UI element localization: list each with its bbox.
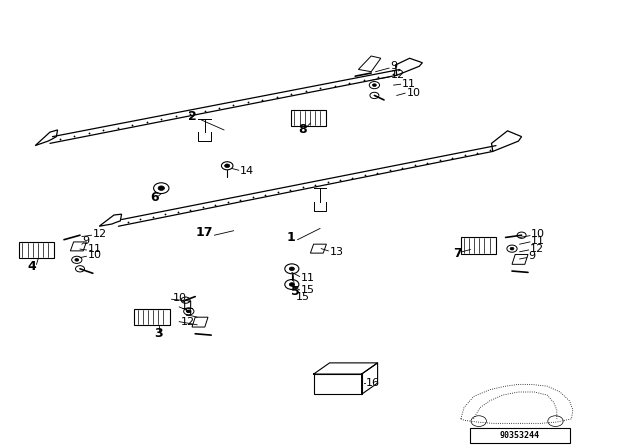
Circle shape xyxy=(289,267,294,271)
Circle shape xyxy=(75,258,79,261)
Text: 11: 11 xyxy=(88,244,102,254)
Text: 10: 10 xyxy=(406,88,420,98)
Circle shape xyxy=(225,164,230,168)
Text: 10: 10 xyxy=(173,293,187,303)
Text: 15: 15 xyxy=(301,285,315,295)
Text: 9: 9 xyxy=(528,251,535,261)
Text: 15: 15 xyxy=(296,292,310,302)
Bar xyxy=(461,237,496,254)
Text: 8: 8 xyxy=(298,123,307,137)
Bar xyxy=(291,110,326,126)
Text: 11: 11 xyxy=(531,236,545,246)
Text: 9: 9 xyxy=(82,236,89,246)
Circle shape xyxy=(372,84,376,86)
Text: 7: 7 xyxy=(453,246,462,260)
Text: 9: 9 xyxy=(390,61,397,71)
Text: 5: 5 xyxy=(291,284,300,298)
Circle shape xyxy=(187,310,191,313)
Text: 12: 12 xyxy=(390,70,404,80)
Bar xyxy=(134,309,170,325)
Text: 13: 13 xyxy=(330,247,344,257)
Circle shape xyxy=(510,247,514,250)
Text: 11: 11 xyxy=(301,273,315,283)
Text: 12: 12 xyxy=(93,229,107,239)
Text: 10: 10 xyxy=(531,229,545,239)
Text: 12: 12 xyxy=(180,317,195,327)
Circle shape xyxy=(158,186,164,190)
Text: 12: 12 xyxy=(530,244,544,254)
Text: 1: 1 xyxy=(287,231,296,244)
Bar xyxy=(19,242,54,258)
Text: 9: 9 xyxy=(184,308,191,318)
Text: 6: 6 xyxy=(150,190,159,204)
Bar xyxy=(314,374,362,394)
Text: 3: 3 xyxy=(154,327,163,340)
Circle shape xyxy=(289,283,294,286)
Text: 14: 14 xyxy=(240,166,254,176)
Text: 4: 4 xyxy=(28,260,36,273)
Text: 11: 11 xyxy=(180,301,195,310)
Text: 17: 17 xyxy=(196,226,214,240)
Text: 10: 10 xyxy=(88,250,102,260)
Text: 16: 16 xyxy=(366,378,380,388)
Bar xyxy=(470,428,570,443)
Text: 11: 11 xyxy=(402,79,416,89)
Text: 90353244: 90353244 xyxy=(500,431,540,440)
Text: 2: 2 xyxy=(188,110,196,123)
